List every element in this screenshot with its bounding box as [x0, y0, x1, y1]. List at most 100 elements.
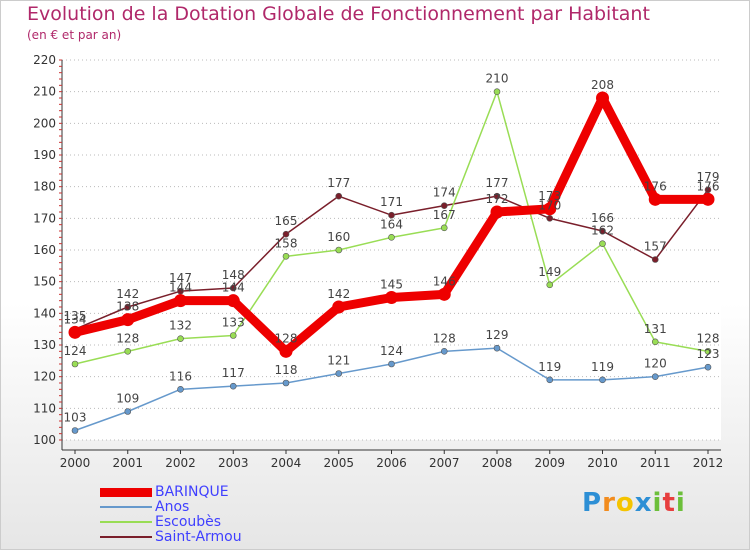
data-label: 117 [222, 366, 245, 380]
data-point [332, 301, 345, 314]
legend-swatch [100, 488, 152, 497]
data-point [441, 348, 447, 354]
logo-letter: t [662, 488, 675, 518]
data-label: 138 [116, 300, 139, 314]
data-label: 173 [538, 189, 561, 203]
y-tick-label: 180 [33, 180, 56, 194]
data-label: 176 [697, 179, 720, 193]
data-point [547, 377, 553, 383]
data-point [72, 361, 78, 367]
logo-letter: r [602, 488, 616, 518]
line-chart: 1001101201301401501601701801902002102202… [0, 0, 750, 550]
data-point [121, 313, 134, 326]
logo-letter: P [582, 488, 602, 518]
data-point [491, 206, 504, 219]
data-point [72, 428, 78, 434]
data-point [178, 336, 184, 342]
data-point [494, 89, 500, 95]
data-point [174, 294, 187, 307]
data-point [438, 288, 451, 301]
y-tick-label: 110 [33, 401, 56, 415]
data-label: 146 [433, 274, 456, 288]
legend-label: Escoubès [155, 514, 221, 530]
data-label: 142 [327, 287, 350, 301]
data-label: 162 [591, 224, 614, 238]
data-label: 144 [222, 281, 245, 295]
data-label: 118 [275, 363, 298, 377]
data-label: 167 [433, 208, 456, 222]
data-label: 172 [486, 192, 509, 206]
logo-letter: x [635, 488, 653, 518]
legend-item: Anos [100, 500, 300, 515]
data-point [389, 234, 395, 240]
data-point [705, 364, 711, 370]
data-point [125, 348, 131, 354]
legend-swatch [100, 536, 152, 538]
y-tick-label: 140 [33, 306, 56, 320]
x-tick-label: 2002 [165, 456, 196, 470]
data-label: 176 [644, 179, 667, 193]
data-point [336, 247, 342, 253]
x-tick-label: 2007 [429, 456, 460, 470]
data-label: 131 [644, 322, 667, 336]
proxiti-logo: Proxiti [582, 488, 686, 518]
data-label: 120 [644, 357, 667, 371]
legend-label: Anos [155, 499, 189, 515]
data-point [336, 371, 342, 377]
y-tick-label: 220 [33, 53, 56, 67]
data-label: 128 [433, 331, 456, 345]
data-point [389, 361, 395, 367]
data-label: 165 [275, 214, 298, 228]
y-tick-label: 130 [33, 338, 56, 352]
y-tick-label: 160 [33, 243, 56, 257]
chart-legend: BARINQUE Anos Escoubès Saint-Armou [100, 485, 300, 545]
x-tick-label: 2004 [271, 456, 302, 470]
x-tick-label: 2003 [218, 456, 249, 470]
data-label: 157 [644, 240, 667, 254]
data-label: 128 [275, 331, 298, 345]
data-point [280, 345, 293, 358]
data-label: 134 [64, 312, 87, 326]
y-tick-label: 150 [33, 275, 56, 289]
logo-letter: i [653, 488, 663, 518]
legend-swatch [100, 521, 152, 523]
data-point [283, 380, 289, 386]
data-point [649, 193, 662, 206]
data-label: 124 [380, 344, 403, 358]
y-tick-label: 120 [33, 370, 56, 384]
data-point [652, 374, 658, 380]
data-point [652, 339, 658, 345]
x-tick-label: 2006 [376, 456, 407, 470]
data-label: 177 [486, 176, 509, 190]
data-label: 171 [380, 195, 403, 209]
data-label: 132 [169, 319, 192, 333]
data-label: 121 [327, 354, 350, 368]
data-point [652, 257, 658, 263]
data-label: 160 [327, 230, 350, 244]
data-label: 123 [697, 347, 720, 361]
data-label: 124 [64, 344, 87, 358]
data-label: 119 [591, 360, 614, 374]
logo-letter: o [616, 488, 635, 518]
data-label: 164 [380, 217, 403, 231]
data-label: 149 [538, 265, 561, 279]
data-point [596, 92, 609, 105]
data-label: 174 [433, 186, 456, 200]
data-point [600, 241, 606, 247]
y-tick-label: 170 [33, 211, 56, 225]
data-point [227, 294, 240, 307]
data-point [230, 333, 236, 339]
data-point [385, 291, 398, 304]
legend-item: Escoubès [100, 515, 300, 530]
data-point [547, 282, 553, 288]
data-point [494, 345, 500, 351]
data-point [230, 383, 236, 389]
data-point [125, 409, 131, 415]
legend-item: Saint-Armou [100, 530, 300, 545]
data-label: 158 [275, 236, 298, 250]
logo-letter: i [676, 488, 686, 518]
data-point [69, 326, 82, 339]
x-tick-label: 2010 [587, 456, 618, 470]
data-label: 119 [538, 360, 561, 374]
legend-swatch [100, 506, 152, 508]
